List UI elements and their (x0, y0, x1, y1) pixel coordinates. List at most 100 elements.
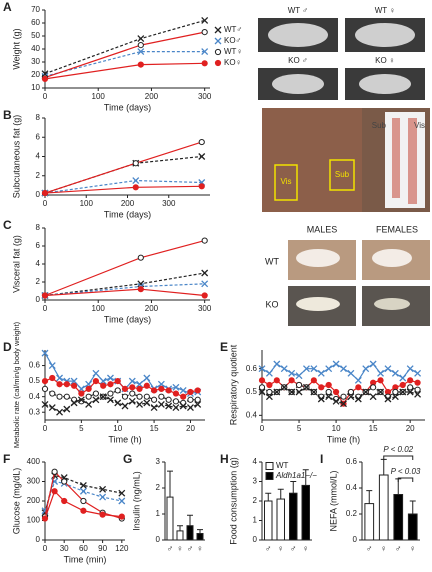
marker (201, 280, 209, 288)
marker (41, 385, 49, 392)
bar (276, 498, 285, 541)
series-line (44, 62, 205, 80)
x-tick-label: 10 (113, 424, 122, 433)
marker (77, 396, 85, 404)
series-line (44, 480, 122, 511)
x-tick-label: ♂ (395, 543, 402, 553)
y-tick-label: 3 (156, 457, 161, 466)
tissue (296, 249, 340, 267)
legend-label: Aldh1a1−/− (275, 471, 317, 480)
y-tick-label: 0 (36, 190, 41, 199)
marker (325, 393, 333, 401)
marker (187, 388, 194, 396)
error-bar (265, 492, 272, 501)
x-tick-label: 30 (60, 544, 69, 553)
y-tick-label: 0 (36, 295, 41, 304)
annotation: P < 0.03 (391, 467, 421, 476)
y-tick-label: 6 (36, 132, 41, 141)
marker (266, 388, 273, 396)
marker (280, 365, 288, 373)
marker (158, 385, 165, 392)
marker (201, 60, 208, 67)
series-line (44, 31, 205, 79)
series-line (44, 185, 202, 194)
marker (80, 507, 87, 514)
marker (80, 497, 87, 505)
y-tick-label: 6 (36, 241, 41, 250)
x-axis-label: Time (days) (104, 314, 151, 324)
y-tick-label: 1 (156, 509, 161, 518)
y-tick-label: 0 (253, 535, 258, 544)
marker (258, 377, 266, 384)
marker (107, 381, 114, 388)
marker (179, 402, 187, 410)
marker (41, 292, 49, 299)
marker (143, 374, 151, 382)
marker (150, 387, 158, 394)
y-axis-label: Respiratory quotient (228, 344, 238, 425)
bar (364, 503, 375, 541)
marker (340, 393, 347, 400)
bar (264, 500, 273, 541)
marker (295, 372, 303, 380)
series-line (44, 288, 205, 297)
marker (310, 365, 318, 373)
marker (157, 380, 165, 388)
marker (165, 396, 172, 403)
marker (157, 400, 165, 408)
y-tick-label: 2 (36, 171, 41, 180)
marker (106, 396, 114, 404)
marker (201, 237, 208, 244)
marker (384, 395, 392, 403)
marker (377, 369, 385, 377)
x-axis-label: Time (days) (104, 102, 151, 112)
marker (302, 365, 310, 373)
bar (378, 474, 389, 541)
tissue (372, 249, 412, 267)
legend-marker (214, 59, 222, 67)
marker (347, 393, 355, 401)
y-tick-label: 0.3 (29, 407, 41, 416)
marker (41, 378, 49, 385)
x-tick-label: ♀ (197, 543, 204, 553)
x-tick-label: 0 (43, 199, 48, 208)
x-tick-label: 100 (92, 304, 106, 313)
marker (407, 384, 414, 391)
error-bar (302, 469, 309, 486)
y-tick-label: 300 (27, 477, 41, 486)
y-tick-label: 20 (31, 70, 40, 79)
marker (100, 382, 107, 389)
legend-swatch (265, 462, 274, 470)
error-bar (197, 529, 203, 534)
marker (70, 399, 78, 407)
marker (114, 387, 121, 394)
marker (310, 388, 318, 396)
x-tick-label: ♀ (302, 543, 309, 553)
marker (414, 369, 422, 377)
y-axis-label: Glucose (mg/dL) (11, 468, 21, 535)
marker (318, 384, 325, 391)
marker (391, 369, 399, 377)
panel-letter: A (3, 0, 12, 14)
photo-subject (355, 23, 415, 47)
panel-letter: B (3, 108, 12, 122)
x-tick-label: 200 (145, 92, 159, 101)
y-tick-label: 4 (36, 152, 41, 161)
marker (114, 399, 122, 407)
marker (288, 369, 296, 377)
marker (201, 28, 208, 36)
marker (92, 390, 100, 397)
marker (137, 286, 144, 293)
marker (99, 393, 107, 401)
photo-label: Sub (372, 121, 387, 130)
marker (347, 388, 355, 396)
y-tick-label: 8 (36, 223, 41, 232)
y-tick-label: 30 (31, 57, 40, 66)
tissue (296, 297, 340, 311)
marker (288, 388, 296, 396)
y-tick-label: 400 (27, 457, 41, 466)
marker (99, 511, 106, 518)
marker (136, 393, 143, 400)
x-tick-label: ♂ (187, 543, 194, 553)
y-tick-label: 4 (36, 259, 41, 268)
